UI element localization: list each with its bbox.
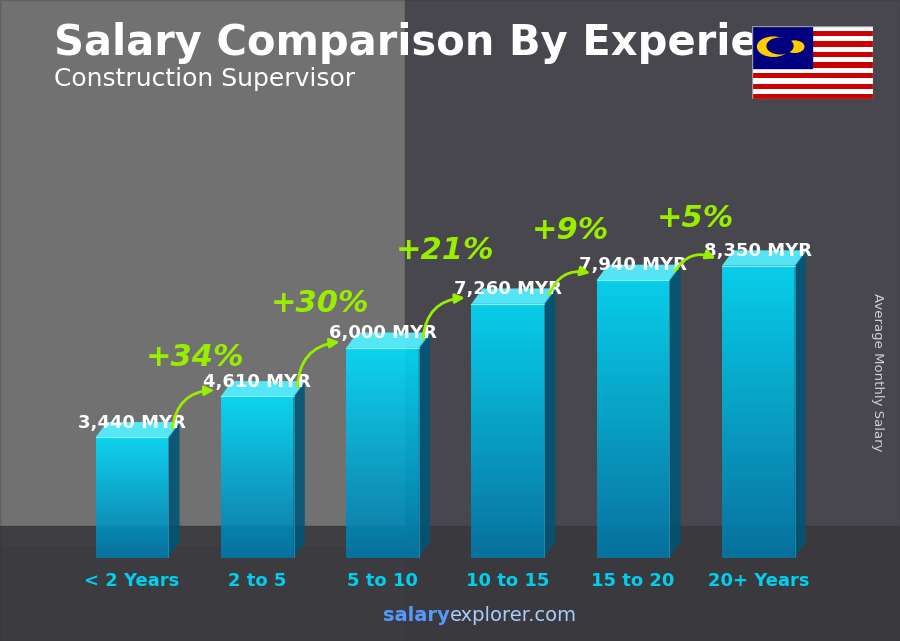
Polygon shape [95, 422, 179, 437]
Polygon shape [346, 333, 430, 348]
Circle shape [767, 38, 793, 54]
Text: 4,610 MYR: 4,610 MYR [203, 373, 311, 391]
Text: 7,940 MYR: 7,940 MYR [579, 256, 687, 274]
Polygon shape [168, 422, 179, 558]
Polygon shape [670, 265, 680, 558]
Text: explorer.com: explorer.com [450, 606, 577, 625]
Text: 3,440 MYR: 3,440 MYR [78, 414, 185, 432]
Text: salary: salary [383, 606, 450, 625]
Polygon shape [293, 381, 305, 558]
Text: +9%: +9% [532, 216, 609, 245]
Polygon shape [795, 251, 806, 558]
Polygon shape [752, 26, 812, 68]
Text: Average Monthly Salary: Average Monthly Salary [871, 292, 884, 451]
Text: 8,350 MYR: 8,350 MYR [705, 242, 813, 260]
Polygon shape [418, 333, 430, 558]
Text: 7,260 MYR: 7,260 MYR [454, 280, 562, 298]
Polygon shape [597, 265, 680, 280]
Polygon shape [722, 251, 806, 266]
Text: Salary Comparison By Experience: Salary Comparison By Experience [54, 22, 842, 65]
Polygon shape [472, 288, 555, 304]
Text: +30%: +30% [271, 289, 369, 318]
Text: +21%: +21% [396, 237, 494, 265]
Circle shape [758, 37, 789, 56]
Polygon shape [220, 381, 305, 397]
Text: +34%: +34% [145, 343, 244, 372]
Text: 6,000 MYR: 6,000 MYR [328, 324, 436, 342]
Polygon shape [544, 288, 555, 558]
Text: +5%: +5% [657, 203, 734, 233]
Text: Construction Supervisor: Construction Supervisor [54, 67, 356, 91]
